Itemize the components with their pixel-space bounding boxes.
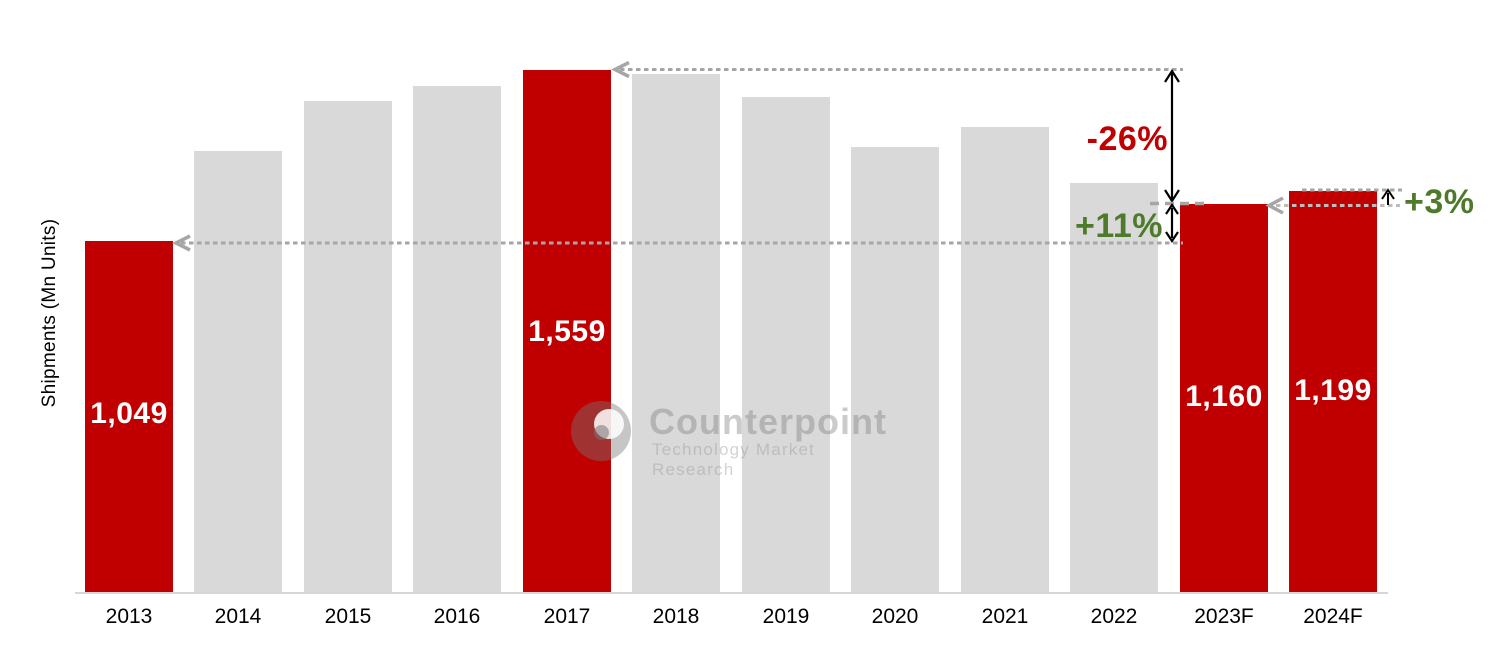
x-axis-line [75, 592, 1388, 594]
bar-2023F [1180, 204, 1268, 592]
bar-2016 [413, 86, 501, 592]
growth3-annotation: +3% [1404, 183, 1475, 221]
logo-dot [594, 425, 609, 440]
bar-2020 [851, 147, 939, 592]
watermark-tagline: Technology Market Research [652, 440, 816, 479]
x-tick-2017: 2017 [543, 605, 591, 628]
peak-line-left-arrowhead [611, 60, 630, 79]
x-tick-2016: 2016 [433, 605, 481, 628]
x-tick-2023F: 2023F [1194, 605, 1254, 628]
bar-2017 [523, 70, 611, 592]
x-tick-2021: 2021 [981, 605, 1029, 628]
value-label-2023F: 1,160 [1185, 380, 1263, 413]
bar-2022 [1070, 183, 1158, 592]
x-tick-2024F: 2024F [1303, 605, 1363, 628]
y-axis-title: Shipments (Mn Units) [39, 218, 60, 408]
x-tick-2014: 2014 [214, 605, 262, 628]
decline-arrow-top-head [1164, 68, 1180, 83]
growth11-annotation: +11% [1074, 207, 1163, 245]
line-2023-right-arrowhead [1265, 196, 1284, 215]
x-tick-2022: 2022 [1090, 605, 1138, 628]
value-label-2024F: 1,199 [1294, 374, 1372, 407]
growth11-arrow-bottom-head [1165, 231, 1179, 243]
counterpoint-watermark: Counterpoint Technology Market Research [571, 399, 901, 479]
value-label-2013: 1,049 [90, 397, 168, 430]
bar-2013 [85, 241, 173, 592]
decline-annotation: -26% [1086, 120, 1168, 158]
bar-2024F [1289, 191, 1377, 592]
x-tick-2020: 2020 [871, 605, 919, 628]
value-label-2017: 1,559 [528, 315, 606, 348]
watermark-title: Counterpoint [649, 401, 887, 442]
bar-2015 [304, 101, 392, 592]
growth11-arrow-top-head [1165, 203, 1179, 215]
counterpoint-logo-icon [571, 401, 631, 461]
bar-2014 [194, 151, 282, 592]
base-line-left-arrowhead [172, 234, 191, 252]
decline-arrow-bottom-head [1164, 189, 1180, 204]
bar-2021 [961, 127, 1049, 592]
x-tick-2019: 2019 [762, 605, 810, 628]
x-tick-2013: 2013 [105, 605, 153, 628]
bar-2018 [632, 74, 720, 592]
bar-2019 [742, 97, 830, 592]
growth3-arrow-head [1381, 188, 1395, 200]
x-tick-2015: 2015 [324, 605, 372, 628]
x-tick-2018: 2018 [652, 605, 700, 628]
